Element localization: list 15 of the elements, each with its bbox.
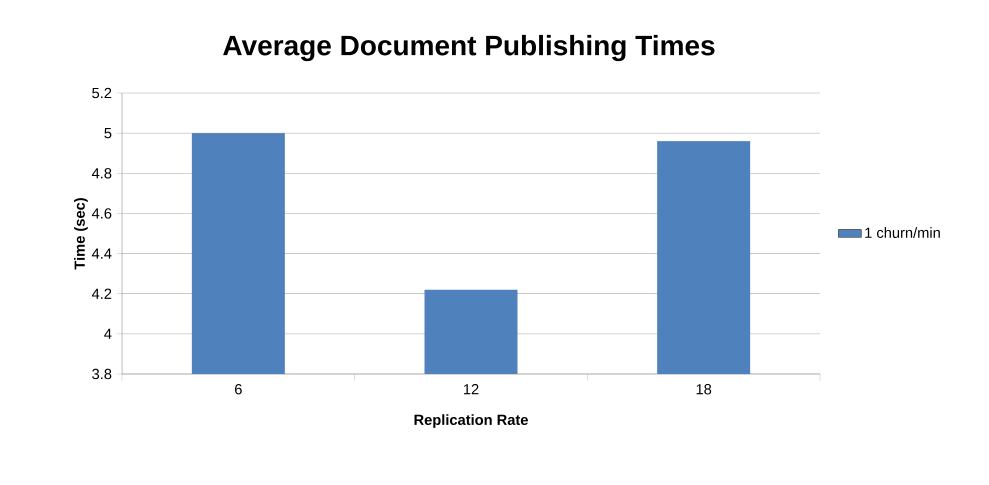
- y-tick-label: 4.6: [92, 208, 112, 219]
- y-tick-label: 4: [104, 328, 112, 339]
- x-axis-title: Replication Rate: [414, 414, 528, 428]
- y-tick-label: 4.8: [92, 168, 112, 178]
- y-tick-label: 4.2: [92, 288, 112, 299]
- chart-title: Average Document Publishing Times: [223, 34, 714, 62]
- y-tick-label: 4.4: [92, 248, 112, 259]
- x-tick-label: 18: [696, 384, 712, 394]
- x-tick-label: 12: [464, 384, 478, 394]
- y-tick-label: 5.2: [92, 88, 112, 98]
- x-tick-label: 6: [235, 384, 242, 394]
- y-tick-label: 5: [104, 128, 112, 138]
- y-tick-label: 3.8: [92, 368, 112, 380]
- y-axis-title: Time (sec): [74, 198, 88, 270]
- legend-label: 1 churn/min: [865, 227, 940, 238]
